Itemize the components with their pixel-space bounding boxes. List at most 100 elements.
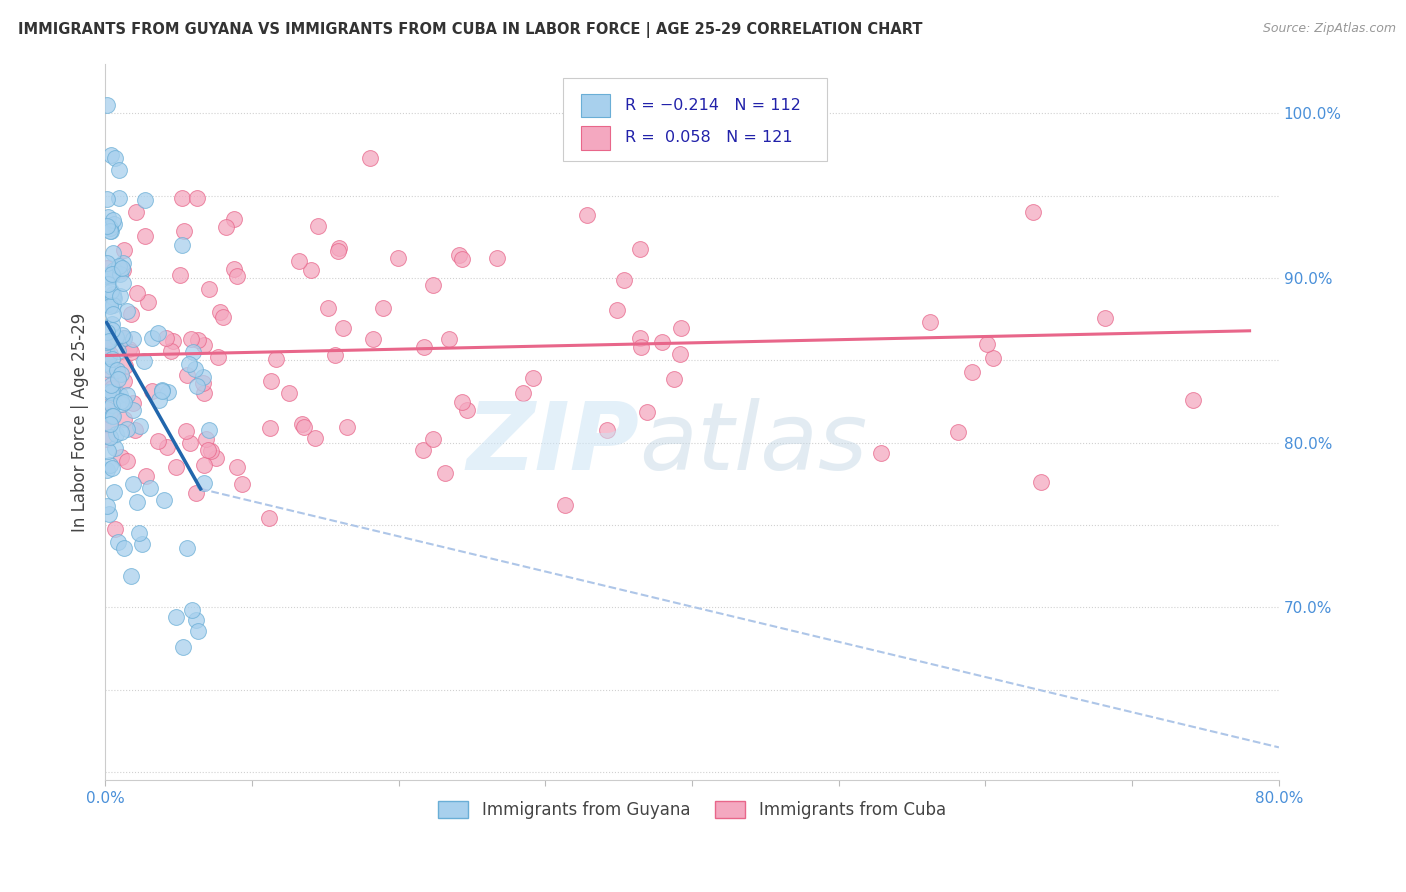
Point <box>96 432 118 446</box>
Point <box>112 395 135 409</box>
Point <box>96 98 118 112</box>
Point <box>193 458 215 472</box>
Point <box>260 374 283 388</box>
Point <box>180 603 202 617</box>
Point <box>100 147 122 161</box>
Point <box>636 405 658 419</box>
Point <box>103 485 125 500</box>
Point <box>101 307 124 321</box>
Point <box>146 434 169 448</box>
Point <box>183 344 205 359</box>
Point <box>103 151 125 165</box>
Point <box>100 347 122 361</box>
Point <box>98 430 121 444</box>
Point <box>107 534 129 549</box>
Point <box>172 640 194 655</box>
Point <box>105 362 128 376</box>
Y-axis label: In Labor Force | Age 25-29: In Labor Force | Age 25-29 <box>72 312 89 532</box>
Point <box>98 507 121 521</box>
Point <box>363 333 385 347</box>
Point <box>107 372 129 386</box>
Point <box>148 393 170 408</box>
Point <box>112 412 135 426</box>
Point <box>606 302 628 317</box>
Point <box>316 301 339 315</box>
Point <box>96 362 118 376</box>
Point <box>191 376 214 390</box>
Point <box>120 307 142 321</box>
Point <box>101 317 124 331</box>
Point <box>150 384 173 398</box>
Point <box>186 191 208 205</box>
Point <box>422 277 444 292</box>
Point <box>128 526 150 541</box>
Point <box>101 460 124 475</box>
Point <box>96 256 118 270</box>
Point <box>162 334 184 348</box>
Point <box>326 244 349 258</box>
Point <box>120 569 142 583</box>
Point <box>134 193 156 207</box>
Point <box>184 362 207 376</box>
Point <box>110 328 132 343</box>
Point <box>486 251 509 265</box>
Point <box>125 204 148 219</box>
Point <box>104 441 127 455</box>
Text: IMMIGRANTS FROM GUYANA VS IMMIGRANTS FROM CUBA IN LABOR FORCE | AGE 25-29 CORREL: IMMIGRANTS FROM GUYANA VS IMMIGRANTS FRO… <box>18 22 922 38</box>
Point <box>141 384 163 399</box>
Point <box>101 212 124 227</box>
Point <box>554 499 576 513</box>
Point <box>122 396 145 410</box>
Point <box>208 305 231 319</box>
FancyBboxPatch shape <box>562 78 827 161</box>
Point <box>307 219 329 233</box>
Point <box>111 260 134 275</box>
Point <box>169 268 191 282</box>
Point <box>96 398 118 412</box>
Point <box>101 359 124 374</box>
Point <box>299 262 322 277</box>
Point <box>122 332 145 346</box>
Point <box>257 510 280 524</box>
Point <box>103 287 125 301</box>
Point <box>1022 204 1045 219</box>
Point <box>222 211 245 226</box>
Point <box>328 241 350 255</box>
Point <box>1094 310 1116 325</box>
Point <box>449 248 471 262</box>
Point <box>98 350 121 364</box>
Point <box>98 299 121 313</box>
Point <box>211 310 233 324</box>
Point <box>304 431 326 445</box>
Legend: Immigrants from Guyana, Immigrants from Cuba: Immigrants from Guyana, Immigrants from … <box>432 794 952 826</box>
Point <box>101 290 124 304</box>
Point <box>630 340 652 354</box>
Point <box>450 252 472 266</box>
Point <box>226 460 249 475</box>
Point <box>120 345 142 359</box>
Point <box>134 354 156 368</box>
Point <box>155 331 177 345</box>
Point <box>207 350 229 364</box>
Point <box>176 424 198 438</box>
Point <box>101 268 124 282</box>
Point <box>96 463 118 477</box>
Point <box>101 398 124 412</box>
Point <box>870 445 893 459</box>
Point <box>184 613 207 627</box>
Point <box>98 334 121 348</box>
Point <box>97 384 120 399</box>
Point <box>131 536 153 550</box>
Point <box>437 332 460 346</box>
Point <box>651 334 673 349</box>
Point <box>97 269 120 284</box>
Point <box>108 289 131 303</box>
Point <box>962 365 984 379</box>
Point <box>98 224 121 238</box>
Point <box>96 219 118 233</box>
Point <box>110 368 132 382</box>
Point <box>111 276 134 290</box>
Point <box>129 419 152 434</box>
Point <box>100 323 122 337</box>
Point <box>187 334 209 348</box>
